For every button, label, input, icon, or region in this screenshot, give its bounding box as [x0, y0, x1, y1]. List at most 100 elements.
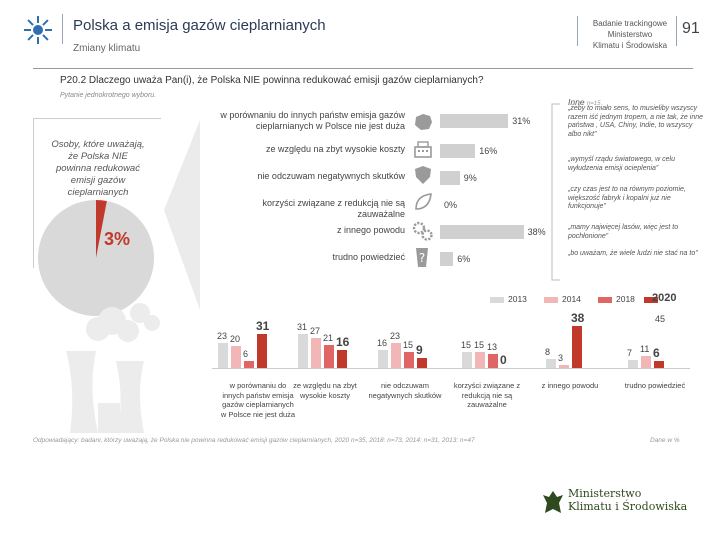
legend-swatch-2018 [598, 297, 612, 303]
bar [440, 144, 476, 158]
column-value-label: 6 [243, 349, 249, 360]
bar-category-label: z innego powodu [336, 225, 405, 235]
column-category-label: w porównaniu do innych państw emisja gaz… [220, 381, 296, 419]
bar-value-label: 6% [457, 254, 471, 264]
column-category-label: korzyści związane z redukcją nie są zauw… [453, 381, 521, 409]
header-rule [33, 68, 693, 69]
column-bar-2014 [475, 351, 485, 368]
page-number: 91 [682, 20, 700, 37]
ministry-eagle-icon [543, 491, 563, 513]
bar-value-label: 38% [527, 227, 546, 237]
column-value-label: 13 [487, 341, 498, 352]
question-note: Pytanie jednokrotnego wyboru. [60, 92, 157, 99]
header-divider [62, 14, 63, 44]
legend-label-2020: 2020 [652, 292, 677, 304]
column-bar-2018 [488, 353, 498, 368]
gears-icon [412, 221, 433, 241]
quotes-bracket [551, 103, 560, 281]
quote: „żeby to miało sens, to musieliby wszysc… [568, 105, 704, 138]
quote: „wymyśl rządu światowego, w celu wyłudze… [568, 156, 675, 172]
column-bar-2014 [311, 338, 321, 368]
legend-swatch-2013 [490, 297, 504, 303]
column-value-label: 38 [571, 311, 585, 326]
column-bar-2013 [628, 360, 638, 368]
column-bar-2018 [244, 361, 254, 368]
column-bar-2020 [337, 350, 347, 368]
pie-slice-main [96, 200, 107, 258]
column-bar-2013 [462, 351, 472, 368]
column-bar-2014 [231, 346, 241, 368]
bar [440, 171, 460, 185]
column-value-label: 23 [217, 330, 228, 341]
column-value-label: 23 [390, 330, 401, 341]
column-value-label: 3 [558, 352, 564, 363]
sponsor-divider-right [676, 16, 677, 46]
legend-label-2013: 2013 [508, 294, 527, 304]
sponsor-divider-left [577, 16, 578, 46]
column-value-label: 11 [640, 343, 650, 354]
logo-line: Ministerstwo [568, 487, 642, 500]
bar-category-label: korzyści związane z redukcją nie są zauw… [262, 198, 405, 219]
bar-value-label: 31% [512, 116, 531, 126]
column-bar-2018 [324, 344, 334, 368]
column-value-label: 16 [377, 338, 388, 349]
quote: „bo uważam, że wiele ludzi nie stać na t… [568, 250, 698, 257]
column-value-label: 15 [461, 339, 472, 350]
sponsor-text: Badanie trackingowe Ministerstwo Klimatu… [585, 18, 675, 51]
bar [440, 114, 509, 128]
column-value-label: 7 [627, 348, 633, 359]
other-answers-title: Inne [568, 97, 585, 107]
column-bar-2013 [298, 333, 308, 368]
question-text: P20.2 Dlaczego uważa Pan(i), że Polska N… [60, 75, 484, 86]
page-title: Polska a emisja gazów cieplarnianych [73, 17, 326, 34]
logo-line: Klimatu i Środowiska [568, 500, 688, 513]
column-bar-2014 [641, 355, 651, 368]
footnote: Odpowiadający: badani, którzy uważają, ż… [33, 437, 475, 444]
legend-swatch-2020 [644, 297, 658, 303]
pie-chart [37, 200, 154, 316]
shield-icon [415, 166, 431, 184]
column-bar-2014 [391, 342, 401, 368]
column-bar-2020 [654, 361, 664, 368]
factory-icon [66, 303, 160, 433]
column-category-label: trudno powiedzieć [624, 381, 686, 390]
legend-swatch-2014 [544, 297, 558, 303]
column-bar-2013 [378, 350, 388, 368]
bar-category-label: ze względu na zbyt wysokie koszty [265, 144, 405, 154]
column-category-label: ze względu na zbyt wysokie koszty [293, 381, 357, 400]
column-value-label: 31 [256, 318, 270, 333]
legend-label-2014: 2014 [562, 294, 581, 304]
bar-value-label: 16% [479, 146, 498, 156]
column-category-label: z innego powodu [541, 381, 599, 390]
cash-register-icon [414, 141, 432, 158]
axis-max-label: 45 [655, 314, 666, 324]
pie-label: Osoby, które uważają, że Polska NIE powi… [51, 139, 145, 198]
column-value-label: 27 [310, 326, 321, 337]
brand-logo-icon [24, 16, 52, 44]
legend-label-2018: 2018 [616, 294, 635, 304]
bar [440, 252, 454, 266]
column-bar-2013 [218, 342, 228, 368]
leaf-icon [415, 193, 432, 210]
page-subtitle: Zmiany klimatu [73, 43, 141, 54]
svg-text:?: ? [419, 251, 425, 265]
column-value-label: 0 [500, 353, 507, 367]
pie-callout-wedge [164, 120, 200, 310]
bar [440, 225, 524, 239]
other-answers-heading: Inne n=15 [568, 97, 600, 107]
pie-slice-rest [37, 200, 154, 316]
question-mark-icon: ? [416, 248, 428, 267]
ministry-logo-text: Ministerstwo Klimatu i Środowiska [568, 487, 687, 513]
pie-percent: 3% [104, 229, 131, 249]
sponsor-line: Klimatu i Środowiska [592, 41, 668, 50]
column-value-label: 16 [336, 335, 350, 350]
column-chart-baseline [212, 368, 690, 369]
column-value-label: 20 [230, 334, 241, 344]
other-answers-count: n=15 [586, 101, 601, 107]
bar-category-label: trudno powiedzieć [332, 252, 405, 262]
bar-value-label: 9% [463, 173, 477, 183]
sponsor-line: Badanie trackingowe [592, 19, 668, 28]
column-bar-2020 [572, 326, 582, 368]
column-bar-2018 [404, 351, 414, 368]
bar-category-label: nie odczuwam negatywnych skutków [257, 171, 405, 181]
